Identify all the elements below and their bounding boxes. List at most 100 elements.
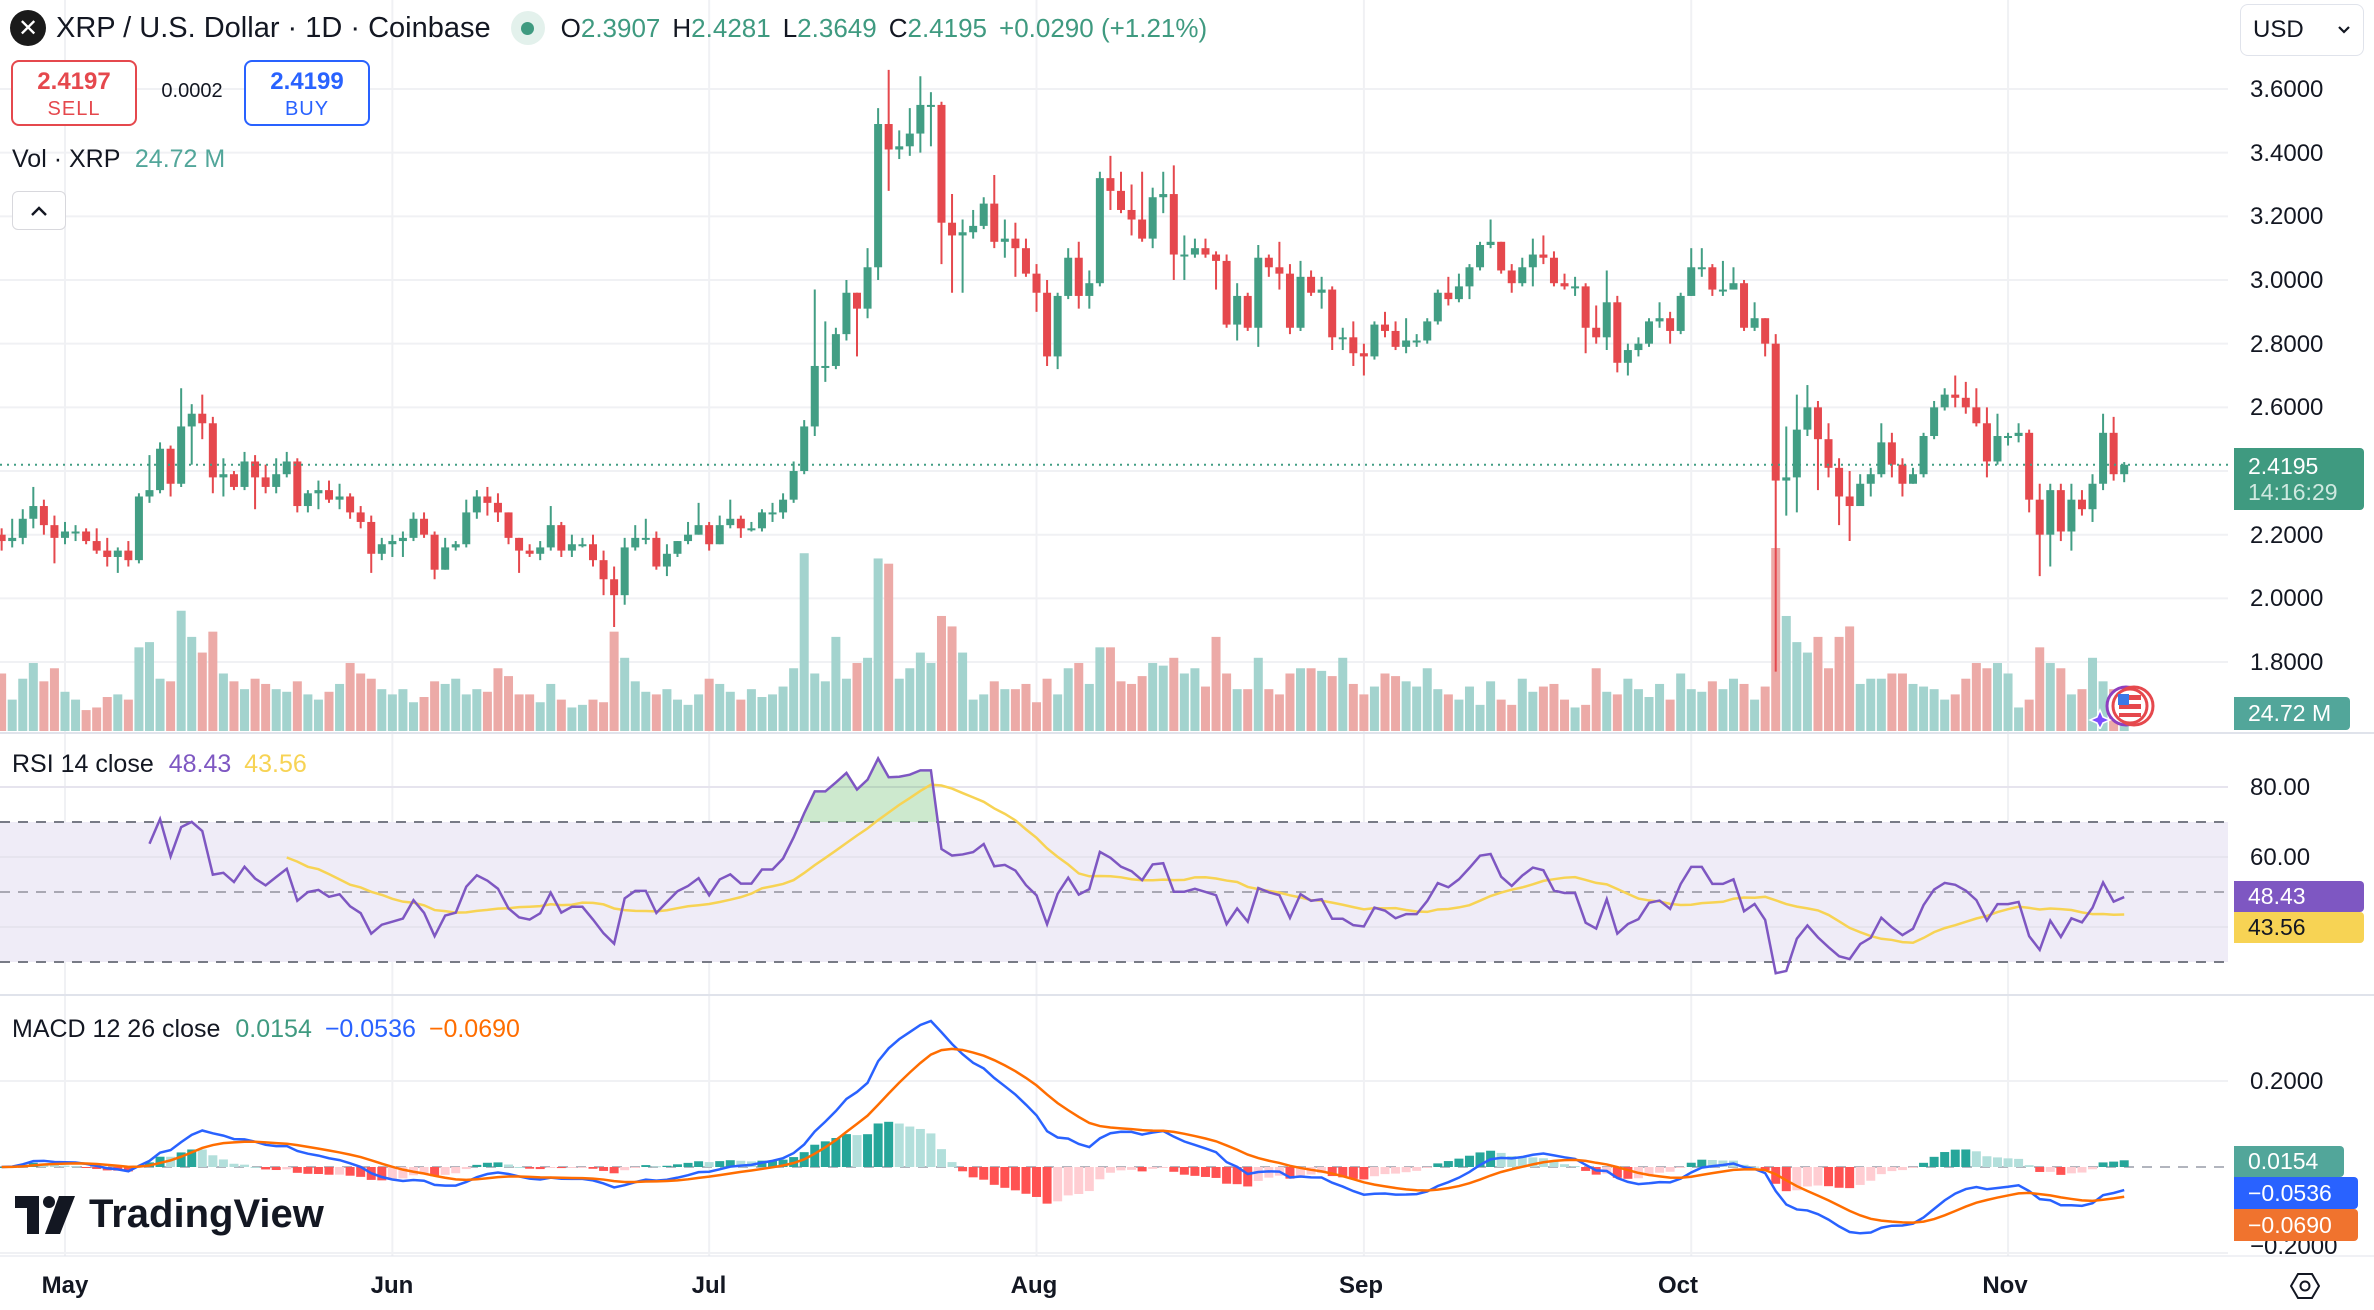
candle-body: [1982, 423, 1991, 462]
volume-bar: [1105, 647, 1115, 731]
volume-legend[interactable]: Vol · XRP 24.72 M: [12, 145, 225, 174]
volume-bar: [1792, 642, 1802, 731]
volume-bar: [261, 683, 271, 731]
volume-bar: [789, 668, 799, 731]
candle-body: [1761, 318, 1770, 344]
macd-legend[interactable]: MACD 12 26 close 0.0154 −0.0536 −0.0690: [12, 1015, 520, 1044]
candle-body: [831, 334, 840, 366]
rsi-legend-label: RSI 14 close: [12, 750, 154, 778]
candle-body: [1264, 257, 1273, 268]
volume-bar: [1897, 673, 1907, 731]
volume-bar: [1253, 657, 1263, 731]
market-open-status-icon[interactable]: [510, 11, 545, 45]
macd-histogram-bar: [1084, 1167, 1094, 1192]
macd-histogram-bar: [926, 1133, 936, 1167]
macd-histogram-bar: [831, 1138, 841, 1167]
ohlc-key: O: [560, 12, 581, 43]
candle-body: [694, 525, 703, 535]
macd-histogram-bar: [514, 1166, 524, 1168]
candle-body: [50, 525, 59, 538]
macd-histogram-bar: [1623, 1167, 1633, 1179]
price-axis-tick: 2.8000: [2250, 330, 2324, 358]
macd-histogram-bar: [810, 1144, 820, 1167]
candle-body: [948, 222, 957, 236]
candle-body: [1275, 267, 1284, 274]
candle-body: [969, 225, 978, 233]
candle-body: [1043, 292, 1052, 357]
candle-body: [641, 537, 650, 540]
candle-body: [1592, 327, 1601, 338]
sell-label: SELL: [47, 98, 101, 120]
collapse-legend-button[interactable]: [12, 191, 66, 230]
candle-body: [1602, 302, 1611, 338]
candle-body: [1349, 337, 1358, 354]
candle-body: [1549, 257, 1558, 284]
volume-bar: [208, 631, 218, 731]
volume-bar: [936, 615, 946, 731]
candle-body: [303, 493, 312, 507]
macd-legend-label: MACD 12 26 close: [12, 1015, 221, 1043]
macd-histogram-bar: [1560, 1164, 1570, 1167]
macd-line-tag: −0.0536: [2234, 1177, 2358, 1209]
volume-bar: [1211, 636, 1221, 731]
chart-settings-button[interactable]: [2289, 1272, 2321, 1305]
macd-histogram-bar: [1179, 1167, 1189, 1175]
volume-bar: [1306, 668, 1316, 731]
volume-bar: [1992, 663, 2002, 731]
candle-body: [441, 547, 450, 570]
candle-body: [261, 477, 270, 487]
volume-bar: [1137, 676, 1147, 731]
symbol-title[interactable]: XRP / U.S. Dollar · 1D · Coinbase: [56, 11, 491, 44]
volume-bar: [979, 694, 989, 731]
volume-bar: [1866, 678, 1876, 731]
macd-histogram-bar: [440, 1167, 450, 1175]
candle-body: [1476, 244, 1485, 268]
candle-body: [1771, 343, 1780, 481]
candle-body: [1190, 248, 1199, 255]
ohlc-key: C: [888, 12, 908, 43]
macd-histogram-bar: [1866, 1167, 1876, 1181]
economic-event-marker[interactable]: [2088, 683, 2158, 734]
volume-bar: [1940, 699, 1950, 731]
volume-bar: [482, 691, 492, 731]
volume-bar: [1338, 657, 1348, 731]
candle-body: [1634, 343, 1643, 351]
candle-body: [1718, 289, 1727, 292]
candle-body: [177, 426, 186, 484]
macd-histogram-bar: [704, 1162, 714, 1167]
tradingview-logo[interactable]: TradingView: [15, 1192, 324, 1237]
macd-histogram-bar: [1338, 1167, 1348, 1178]
candle-body: [610, 579, 619, 596]
rsi-legend[interactable]: RSI 14 close 48.43 43.56: [12, 750, 307, 779]
buy-button[interactable]: 2.4199 BUY: [244, 60, 370, 126]
macd-histogram-bar: [493, 1162, 503, 1167]
macd-histogram-bar: [451, 1167, 461, 1174]
macd-histogram-bar: [535, 1167, 545, 1170]
sell-button[interactable]: 2.4197 SELL: [11, 60, 137, 126]
volume-bar: [1433, 689, 1443, 731]
candle-body: [1676, 295, 1685, 331]
volume-bar: [1686, 689, 1696, 731]
candle-body: [219, 474, 228, 478]
buy-label: BUY: [284, 98, 330, 120]
candle-body: [2025, 432, 2034, 500]
tradingview-logo-icon: [15, 1195, 75, 1234]
macd-histogram-bar: [1380, 1167, 1390, 1175]
macd-histogram-bar: [768, 1160, 778, 1167]
candle-body: [673, 541, 682, 554]
candle-body: [462, 512, 471, 545]
macd-pane: [0, 1019, 2228, 1254]
macd-histogram-bar: [1010, 1167, 1020, 1191]
currency-select[interactable]: USD: [2240, 4, 2364, 56]
candle-body: [874, 124, 883, 268]
volume-bar: [2024, 699, 2034, 731]
macd-histogram-bar: [292, 1167, 302, 1173]
macd-histogram-bar: [1834, 1167, 1844, 1188]
candle-body: [1212, 254, 1221, 261]
volume-bar: [1264, 689, 1274, 731]
volume-bar: [2035, 647, 2045, 731]
volume-bar: [672, 699, 682, 731]
macd-histogram-bar: [546, 1167, 556, 1168]
us-flag-event-icon: [2088, 685, 2155, 731]
